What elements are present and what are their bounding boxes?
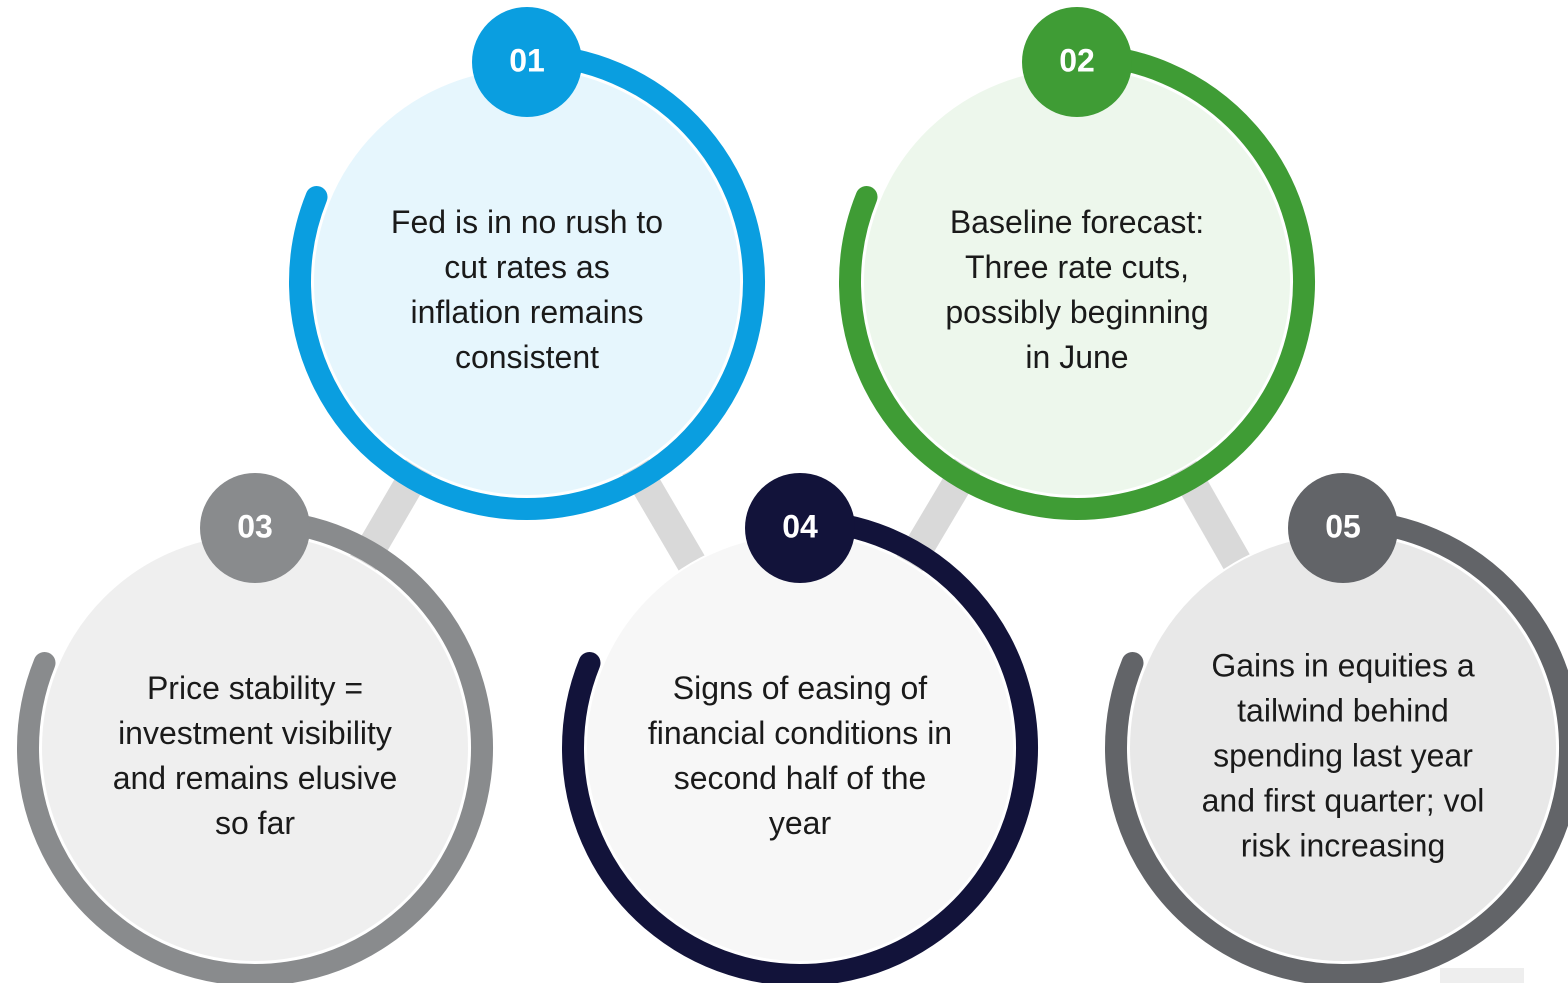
node-text: possibly beginning — [945, 294, 1208, 330]
node-text: spending last year — [1213, 737, 1473, 773]
node-text: and first quarter; vol — [1202, 782, 1485, 818]
badge-number: 03 — [237, 508, 273, 544]
badge-number: 04 — [782, 508, 818, 544]
node: 02 Baseline forecast: Three rate cuts, poss… — [839, 7, 1315, 520]
badge-number: 02 — [1059, 42, 1095, 78]
badge — [472, 7, 582, 117]
node-text: financial conditions in — [648, 715, 952, 751]
node-text: cut rates as — [444, 249, 609, 285]
badge-number: 01 — [509, 42, 545, 78]
node-text: in June — [1025, 339, 1128, 375]
node-text: tailwind behind — [1237, 692, 1449, 728]
node-ring — [562, 510, 1038, 983]
badge-number: 05 — [1325, 508, 1361, 544]
node-text: year — [769, 805, 832, 841]
node-ring — [839, 44, 1315, 520]
node-text: Gains in equities a — [1211, 647, 1474, 683]
badge — [200, 473, 310, 583]
badge — [1022, 7, 1132, 117]
node-text: Signs of easing of — [673, 670, 928, 706]
node: 05 Gains in equities a tailwind behind spen… — [1105, 473, 1568, 983]
node-text: Baseline forecast: — [950, 204, 1204, 240]
node-text: and remains elusive — [113, 760, 398, 796]
node-text: second half of the — [674, 760, 927, 796]
node-ring — [17, 510, 493, 983]
badge — [1288, 473, 1398, 583]
node-ring — [1105, 510, 1568, 983]
node-text: so far — [215, 805, 295, 841]
corner-block — [1440, 968, 1524, 983]
node-text: consistent — [455, 339, 599, 375]
node-text: Price stability = — [147, 670, 363, 706]
node-text: Fed is in no rush to — [391, 204, 663, 240]
node: 01 Fed is in no rush to cut rates as inflat… — [289, 7, 765, 520]
node: 04 Signs of easing of financial conditions… — [562, 473, 1038, 983]
node-text: risk increasing — [1241, 827, 1446, 863]
badge — [745, 473, 855, 583]
nodes: 01 Fed is in no rush to cut rates as inflat… — [17, 7, 1568, 983]
node-ring — [289, 44, 765, 520]
node-text: investment visibility — [118, 715, 392, 751]
node: 03 Price stability = investment visibility… — [17, 473, 493, 983]
node-text: Three rate cuts, — [965, 249, 1189, 285]
node-text: inflation remains — [411, 294, 644, 330]
